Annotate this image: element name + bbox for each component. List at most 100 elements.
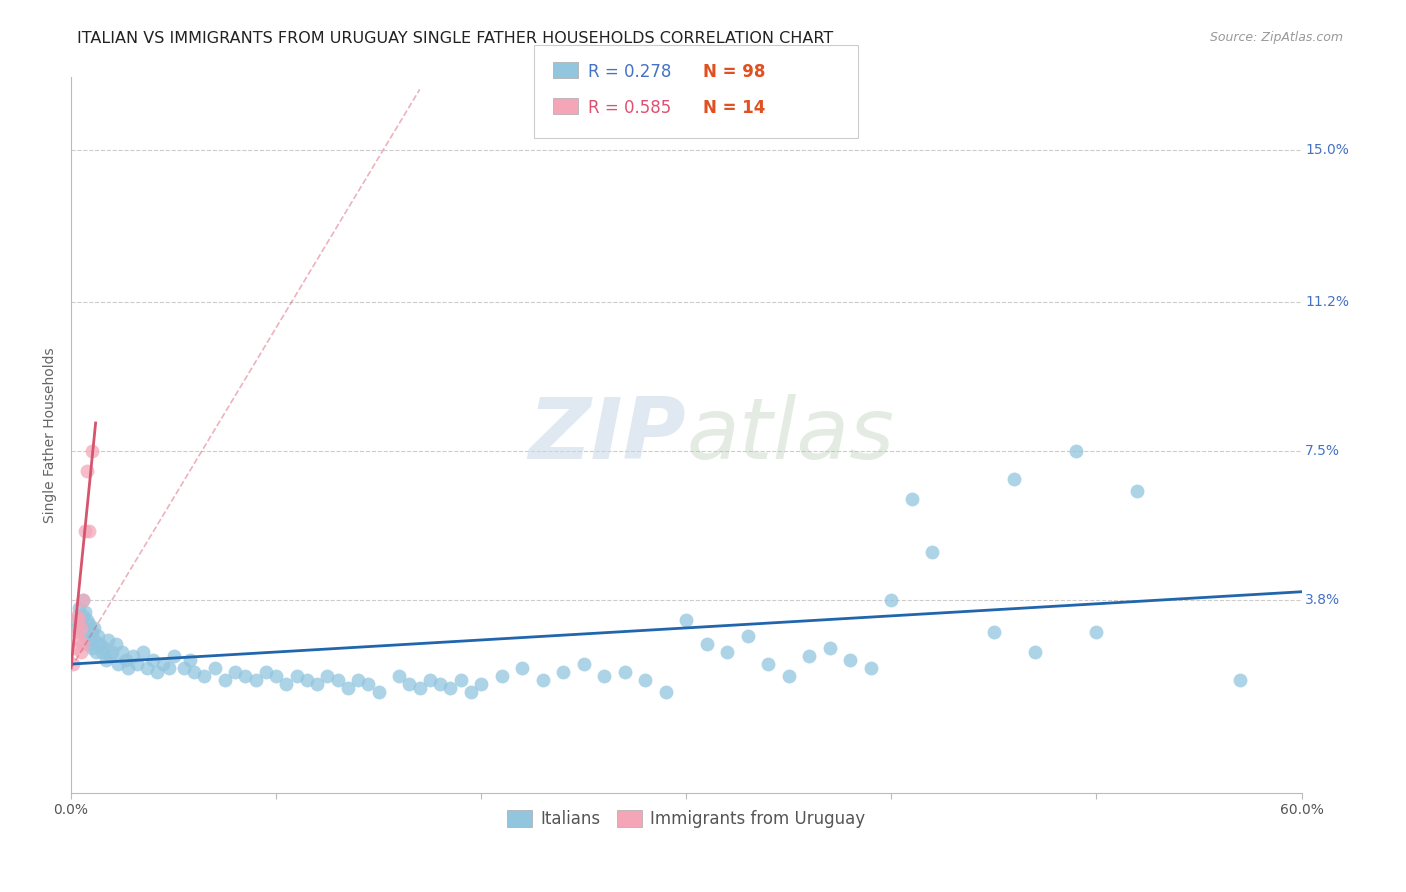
Point bbox=[97, 632, 120, 647]
Point bbox=[696, 637, 718, 651]
Text: 7.5%: 7.5% bbox=[1305, 444, 1340, 458]
Point bbox=[398, 677, 420, 691]
Text: R = 0.585: R = 0.585 bbox=[588, 99, 671, 117]
Point bbox=[159, 661, 181, 675]
Point bbox=[98, 648, 121, 663]
Point bbox=[675, 613, 697, 627]
Point bbox=[94, 653, 117, 667]
Point bbox=[470, 677, 492, 691]
Point bbox=[233, 669, 256, 683]
Point bbox=[79, 524, 101, 539]
Point bbox=[859, 661, 882, 675]
Point bbox=[347, 673, 370, 687]
Text: Source: ZipAtlas.com: Source: ZipAtlas.com bbox=[1209, 31, 1343, 45]
Point bbox=[1024, 645, 1046, 659]
Point bbox=[117, 661, 139, 675]
Point bbox=[80, 640, 103, 655]
Text: R = 0.278: R = 0.278 bbox=[588, 63, 671, 81]
Point bbox=[76, 464, 98, 478]
Point bbox=[921, 544, 943, 558]
Text: N = 14: N = 14 bbox=[703, 99, 765, 117]
Point bbox=[450, 673, 472, 687]
Point bbox=[388, 669, 411, 683]
Point bbox=[460, 685, 482, 699]
Point bbox=[245, 673, 267, 687]
Point bbox=[553, 665, 575, 679]
Y-axis label: Single Father Households: Single Father Households bbox=[44, 347, 58, 523]
Point bbox=[75, 524, 97, 539]
Point bbox=[70, 621, 93, 635]
Point bbox=[101, 645, 124, 659]
Point bbox=[135, 661, 157, 675]
Point bbox=[901, 492, 924, 507]
Point bbox=[75, 605, 97, 619]
Text: ZIP: ZIP bbox=[529, 393, 686, 476]
Point bbox=[839, 653, 862, 667]
Point bbox=[254, 665, 277, 679]
Point bbox=[818, 640, 841, 655]
Point bbox=[72, 608, 94, 623]
Point bbox=[79, 616, 101, 631]
Text: 11.2%: 11.2% bbox=[1305, 295, 1350, 310]
Point bbox=[86, 629, 108, 643]
Point bbox=[439, 681, 461, 696]
Point bbox=[357, 677, 380, 691]
Point bbox=[62, 657, 84, 671]
Point bbox=[90, 645, 112, 659]
Point bbox=[75, 629, 97, 643]
Point bbox=[80, 624, 103, 639]
Point bbox=[285, 669, 308, 683]
Point bbox=[67, 632, 90, 647]
Point bbox=[107, 657, 129, 671]
Point bbox=[336, 681, 359, 696]
Point bbox=[63, 640, 86, 655]
Point bbox=[367, 685, 389, 699]
Point bbox=[316, 669, 339, 683]
Point bbox=[125, 657, 148, 671]
Point bbox=[80, 444, 103, 458]
Point bbox=[89, 637, 111, 651]
Legend: Italians, Immigrants from Uruguay: Italians, Immigrants from Uruguay bbox=[501, 803, 872, 834]
Point bbox=[70, 645, 93, 659]
Point bbox=[1229, 673, 1251, 687]
Point bbox=[1064, 444, 1087, 458]
Point bbox=[66, 624, 89, 639]
Point bbox=[1126, 484, 1149, 499]
Point bbox=[1002, 472, 1025, 486]
Point bbox=[214, 673, 236, 687]
Point bbox=[76, 613, 98, 627]
Point bbox=[408, 681, 430, 696]
Point bbox=[429, 677, 451, 691]
Point bbox=[83, 621, 105, 635]
Point bbox=[655, 685, 678, 699]
Point bbox=[67, 613, 90, 627]
Point bbox=[72, 592, 94, 607]
Point bbox=[152, 657, 174, 671]
Point bbox=[111, 645, 134, 659]
Point bbox=[63, 613, 86, 627]
Point bbox=[132, 645, 155, 659]
Point bbox=[419, 673, 441, 687]
Point bbox=[72, 637, 94, 651]
Point bbox=[84, 645, 107, 659]
Text: 3.8%: 3.8% bbox=[1305, 593, 1340, 607]
Point bbox=[179, 653, 201, 667]
Point bbox=[634, 673, 657, 687]
Point bbox=[1085, 624, 1108, 639]
Point bbox=[146, 665, 169, 679]
Point bbox=[510, 661, 533, 675]
Point bbox=[115, 653, 138, 667]
Point bbox=[193, 669, 215, 683]
Point bbox=[983, 624, 1005, 639]
Point bbox=[880, 592, 903, 607]
Text: N = 98: N = 98 bbox=[703, 63, 765, 81]
Point bbox=[224, 665, 246, 679]
Point bbox=[531, 673, 554, 687]
Point bbox=[70, 616, 93, 631]
Point bbox=[183, 665, 205, 679]
Point bbox=[491, 669, 513, 683]
Point bbox=[572, 657, 595, 671]
Point bbox=[778, 669, 800, 683]
Point bbox=[593, 669, 616, 683]
Point bbox=[204, 661, 226, 675]
